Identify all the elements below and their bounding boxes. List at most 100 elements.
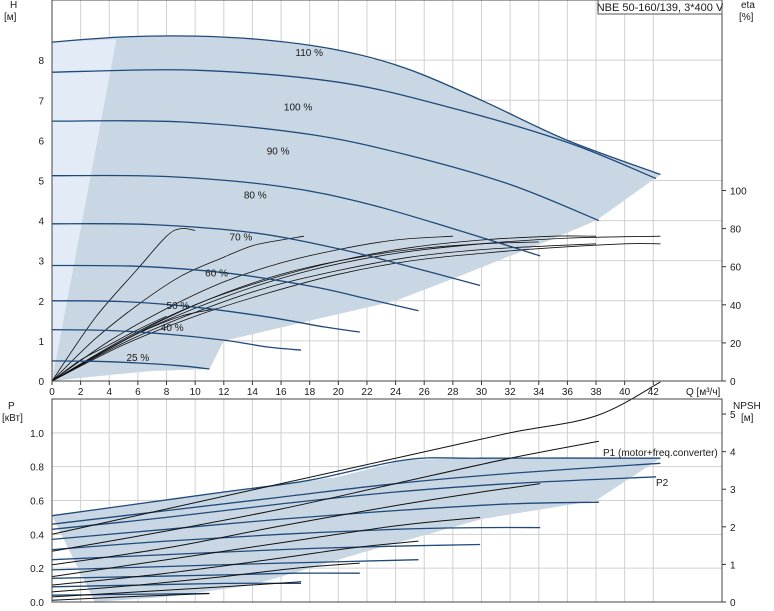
efficiency-curve (51, 315, 167, 382)
power-curves (51, 457, 661, 596)
operating-envelope (52, 36, 661, 381)
y-tick-label: 0 (38, 377, 44, 388)
light-region (52, 39, 117, 382)
eta-tick-label: 0 (730, 377, 736, 388)
npsh-curves (51, 381, 661, 601)
power-envelope (52, 458, 661, 602)
y-tick-label: 6 (38, 136, 44, 147)
efficiency-curve (51, 227, 196, 382)
power-tick-label: 1.0 (30, 429, 44, 440)
power-curve (51, 559, 419, 571)
eta-tick-label: 60 (730, 263, 742, 274)
efficiency-curve (51, 243, 597, 382)
power-curve (51, 592, 210, 596)
y-tick-label: 7 (38, 96, 44, 107)
x-tick-label: 24 (390, 387, 402, 398)
npsh-curve (51, 562, 360, 593)
eta-tick-label: 40 (730, 301, 742, 312)
npsh-curve (51, 516, 481, 578)
head-curve (51, 69, 657, 180)
speed-label: 70 % (230, 233, 253, 244)
npsh-axis-label-unit: [м] (741, 413, 754, 424)
speed-label: 110 % (295, 48, 323, 59)
npsh-curve (51, 581, 302, 598)
speed-label: 40 % (161, 323, 184, 334)
npsh-curve (51, 593, 210, 601)
x-tick-label: 8 (164, 387, 170, 398)
power-curve (51, 462, 661, 525)
x-tick-label: 4 (106, 387, 112, 398)
npsh-tick-label: 1 (730, 560, 736, 571)
power-curve (51, 543, 481, 561)
power-axis-label-symbol: P (8, 401, 15, 412)
chart-title: NBE 50-160/139, 3*400 V (597, 2, 724, 14)
head-curve (51, 223, 481, 287)
npsh-tick-label: 4 (730, 448, 736, 459)
head-curve (51, 35, 661, 176)
npsh-curve (51, 483, 541, 566)
p2-label: P2 (656, 478, 669, 489)
y-tick-label: 4 (38, 217, 44, 228)
head-curve (51, 360, 210, 370)
title-box (597, 0, 723, 15)
bottom-frame (51, 398, 723, 603)
x-axis-label: Q [м³/ч] (686, 387, 721, 398)
x-tick-label: 42 (648, 387, 660, 398)
head-curve (51, 300, 360, 333)
power-curve (51, 476, 657, 530)
y-tick-label: 2 (38, 297, 44, 308)
x-tick-label: 22 (361, 387, 373, 398)
x-tick-label: 14 (247, 387, 259, 398)
efficiency-curve (51, 243, 661, 382)
npsh-tick-label: 0 (730, 598, 736, 609)
y-axis-label-symbol: H (10, 0, 17, 11)
x-tick-label: 26 (419, 387, 431, 398)
x-tick-label: 2 (78, 387, 84, 398)
head-curve (51, 264, 419, 312)
power-tick-label: 0.2 (30, 564, 44, 575)
y-tick-label: 1 (38, 337, 44, 348)
head-curve (51, 120, 600, 222)
eta-axis-label-unit: [%] (739, 12, 754, 23)
speed-label: 100 % (284, 102, 312, 113)
power-axis-label-unit: [кВт] (2, 413, 23, 424)
x-tick-label: 0 (49, 387, 55, 398)
head-curve (51, 174, 541, 257)
x-tick-label: 36 (562, 387, 574, 398)
npsh-tick-label: 2 (730, 523, 736, 534)
eta-tick-label: 20 (730, 339, 742, 350)
power-curve (51, 582, 302, 588)
power-npsh-panel: 0.00.20.40.60.81.0012345P[кВт]NPSH[м]P1 … (2, 381, 761, 609)
power-tick-label: 0.4 (30, 530, 44, 541)
x-tick-label: 30 (476, 387, 488, 398)
npsh-tick-label: 5 (730, 410, 736, 421)
x-tick-label: 40 (619, 387, 631, 398)
speed-label: 80 % (244, 191, 267, 202)
x-tick-label: 10 (190, 387, 202, 398)
x-tick-label: 18 (304, 387, 316, 398)
x-tick-label: 6 (135, 387, 141, 398)
npsh-curve (51, 381, 661, 535)
speed-label: 60 % (205, 269, 228, 280)
speed-label: 25 % (126, 353, 149, 364)
power-curve (51, 572, 360, 579)
head-curves: 25 % 40 % 50 % 60 % 70 % 80 % 90 % 100 % 110 % (51, 35, 661, 370)
x-tick-label: 34 (533, 387, 545, 398)
top-operating-region (52, 36, 661, 382)
x-tick-label: 20 (333, 387, 345, 398)
npsh-axis-label-symbol: NPSH (733, 401, 761, 412)
speed-label: 50 % (167, 301, 190, 312)
bottom-operating-region (52, 458, 661, 602)
y-axis-label-unit: [м] (4, 12, 17, 23)
power-tick-label: 0.0 (30, 598, 44, 609)
y-tick-label: 8 (38, 56, 44, 67)
power-tick-label: 0.6 (30, 497, 44, 508)
power-curve (51, 501, 599, 541)
head-efficiency-panel: 25 % 40 % 50 % 60 % 70 % 80 % 90 % 100 % 110 % 0… (4, 0, 755, 398)
eta-axis-label-symbol: eta (741, 0, 755, 11)
efficiency-curve (51, 235, 305, 382)
x-tick-label: 32 (505, 387, 517, 398)
top-axes: 0 2 4 6 8 10 12 14 16 18 20 22 24 26 28 30 32 34 36 38 40 420… (4, 0, 755, 398)
y-tick-label: 3 (38, 257, 44, 268)
